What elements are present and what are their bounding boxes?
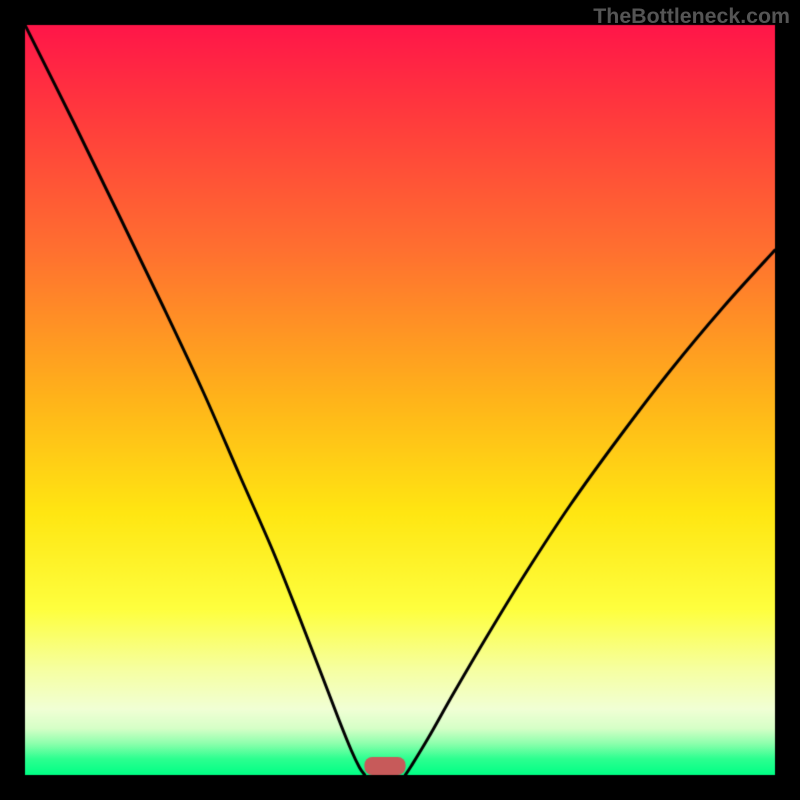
chart-root: { "canvas": { "width": 800, "height": 80… [0, 0, 800, 800]
watermark-text: TheBottleneck.com [593, 4, 790, 29]
bottleneck-chart [0, 0, 800, 800]
